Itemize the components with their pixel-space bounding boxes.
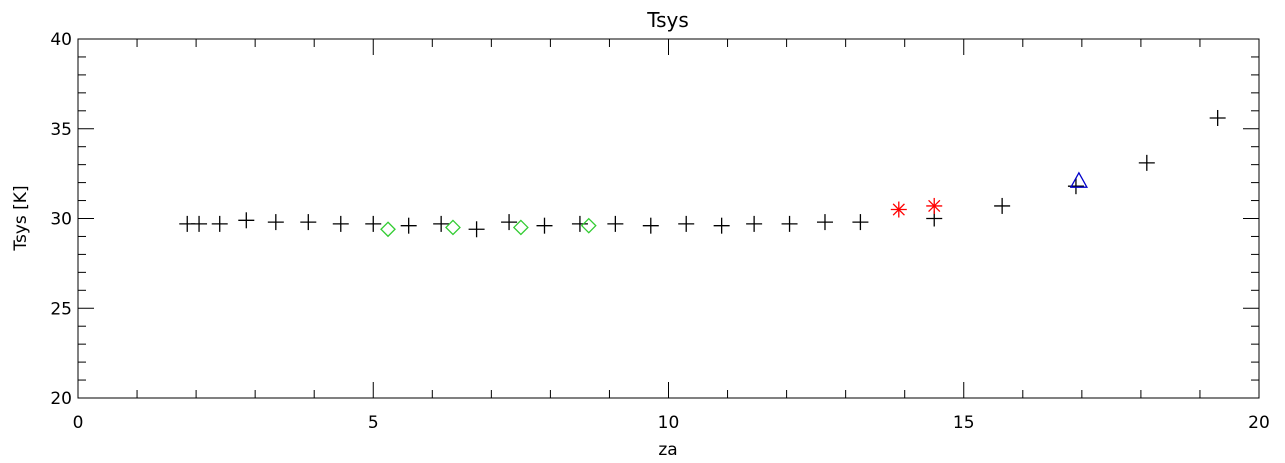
triangle-marker [1069, 171, 1089, 188]
plus-marker [536, 217, 553, 234]
plus-marker [678, 215, 695, 232]
diamond-marker [380, 221, 396, 238]
plus-marker [994, 197, 1011, 214]
plus-marker [1138, 154, 1155, 171]
plus-marker [267, 214, 284, 231]
plus-marker [238, 212, 255, 229]
asterisk-marker [890, 201, 907, 218]
y-tick-label: 20 [50, 389, 72, 409]
y-tick-label: 25 [50, 299, 72, 319]
plus-marker [191, 215, 208, 232]
plus-marker [713, 217, 730, 234]
plus-marker [571, 215, 588, 232]
asterisk-marker [926, 197, 943, 214]
y-axis: 20 25 30 35 40 [50, 30, 1259, 409]
plus-marker [501, 214, 518, 231]
x-tick-label: 5 [368, 413, 379, 433]
plus-marker [1209, 109, 1226, 126]
plus-marker [746, 215, 763, 232]
diamond-marker [445, 219, 461, 236]
plus-marker [468, 221, 485, 238]
x-tick-label: 10 [658, 413, 680, 433]
diamond-marker [512, 219, 529, 236]
plus-marker [400, 217, 417, 234]
x-tick-label: 15 [953, 413, 975, 433]
data-points [179, 109, 1226, 238]
x-axis: 0 5 10 15 20 [73, 39, 1270, 433]
diamond-marker [580, 217, 597, 234]
plus-marker [211, 215, 228, 232]
plus-marker [1067, 178, 1084, 195]
x-tick-label: 0 [73, 413, 84, 433]
plus-marker [852, 214, 869, 231]
plus-marker [365, 215, 382, 232]
y-axis-label: Tsys [K] [11, 185, 31, 251]
plot-frame [77, 38, 1260, 399]
plus-marker [607, 215, 624, 232]
plus-marker [816, 214, 833, 231]
plus-marker [781, 215, 798, 232]
y-tick-label: 30 [50, 210, 72, 230]
plus-marker [300, 214, 317, 231]
plus-marker [642, 217, 659, 234]
plus-marker [332, 215, 349, 232]
x-tick-label: 20 [1248, 413, 1270, 433]
y-tick-label: 40 [50, 30, 72, 50]
plus-marker [433, 215, 450, 232]
y-tick-label: 35 [50, 120, 72, 140]
chart-title: Tsys [646, 8, 689, 32]
x-axis-label: za [658, 440, 677, 460]
